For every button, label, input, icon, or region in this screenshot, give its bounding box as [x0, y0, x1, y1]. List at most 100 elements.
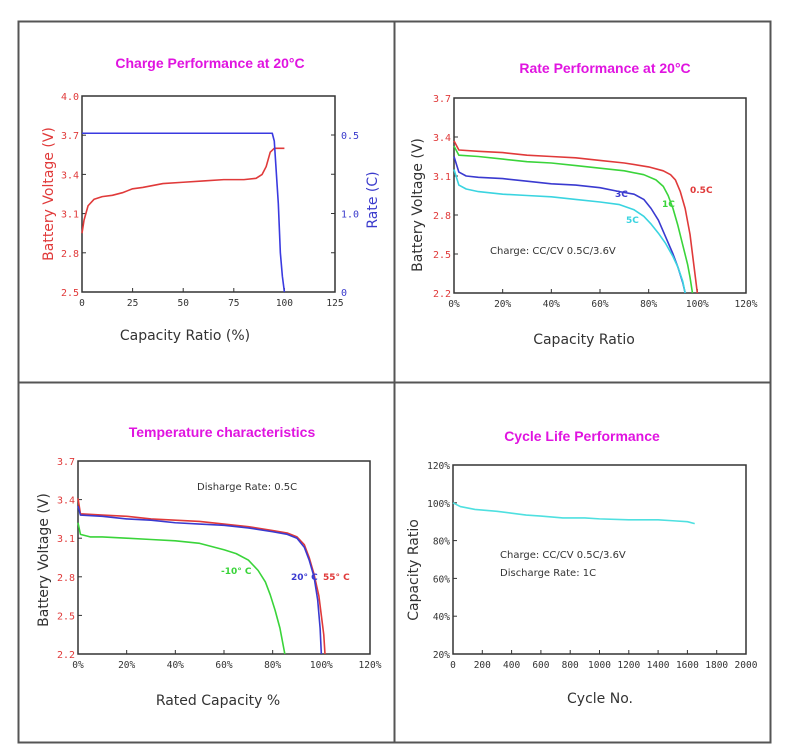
y-tick-label: 3.7: [61, 131, 79, 142]
y-tick-label: 3.4: [57, 496, 75, 507]
annotation: Disharge Rate: 0.5C: [197, 482, 297, 493]
x-axis-label: Cycle No.: [567, 691, 633, 707]
series-line-battery-voltage: [81, 147, 285, 234]
x-tick-label: 1600: [676, 660, 699, 671]
series-line-1c: [453, 145, 694, 294]
x-tick-label: 100: [276, 298, 293, 309]
y2-tick-label: 0: [341, 288, 347, 299]
x-tick-label: 400: [503, 660, 520, 671]
x-tick-label: 20%: [118, 660, 135, 671]
y-tick-label: 2.2: [433, 289, 451, 300]
x-tick-label: 100%: [686, 299, 709, 310]
series-line-5c: [453, 169, 686, 294]
y-tick-label: 80%: [433, 537, 450, 548]
x-tick-label: 60%: [591, 299, 608, 310]
plot-frame: [81, 95, 336, 293]
x-tick-label: 25: [127, 298, 138, 309]
x-tick-label: 120%: [735, 299, 758, 310]
series-line-3c: [453, 156, 686, 294]
y-tick-label: 40%: [433, 612, 450, 623]
series-line--10-c: [77, 522, 286, 655]
x-tick-label: 100%: [310, 660, 333, 671]
x-tick-label: 2000: [735, 660, 758, 671]
y-tick-label: 60%: [433, 574, 450, 585]
y-tick-label: 3.1: [433, 172, 451, 183]
plot-area: 0 200 400 600 800 1000 1200 1400 1600 1800 2000 120…: [427, 461, 758, 671]
series-label: 5C: [626, 216, 639, 226]
y-axis-label: Battery Voltage (V): [41, 127, 57, 261]
y-tick-label: 2.5: [61, 288, 79, 299]
chart-title: Charge Performance at 20°C: [115, 55, 304, 71]
chart-temperature-characteristics: Temperature characteristics 0% 20% 40% 60% 8…: [36, 424, 382, 709]
chart-title: Cycle Life Performance: [504, 428, 660, 444]
y-axis-label: Capacity Ratio: [406, 519, 422, 621]
y-tick-label: 2.5: [433, 250, 451, 261]
series-label: 0.5C: [690, 186, 713, 196]
series-line-55-c: [77, 498, 326, 655]
series-label: 3C: [615, 190, 628, 200]
x-tick-label: 120%: [359, 660, 382, 671]
y-tick-label: 2.2: [57, 650, 75, 661]
x-tick-label: 40%: [543, 299, 560, 310]
chart-charge-performance: Charge Performance at 20°C 0 25 50 75 100 125…: [41, 55, 381, 344]
y-tick-label: 3.7: [57, 457, 75, 468]
x-tick-label: 1400: [647, 660, 670, 671]
y-tick-label: 120%: [427, 461, 450, 472]
y-tick-label: 3.4: [61, 170, 79, 181]
series-label: 1C: [662, 200, 675, 210]
x-tick-label: 1200: [617, 660, 640, 671]
x-tick-label: 75: [228, 298, 239, 309]
x-axis-label: Capacity Ratio (%): [120, 328, 250, 344]
x-tick-label: 200: [474, 660, 491, 671]
chart-rate-performance: Rate Performance at 20°C 0% 20% 40% 60% 80% 1…: [410, 60, 758, 348]
x-axis-label: Capacity Ratio: [533, 332, 635, 348]
x-tick-label: 0: [450, 660, 456, 671]
y-tick-label: 3.4: [433, 133, 451, 144]
y-tick-label: 2.8: [57, 573, 75, 584]
x-axis-label: Rated Capacity %: [156, 693, 280, 709]
plot-area: 0 25 50 75 100 125 4.0 3.7 3.4 3.1 2.8 2.5 0.5 1.0 0: [61, 92, 359, 309]
x-tick-label: 60%: [215, 660, 232, 671]
annotation: Charge: CC/CV 0.5C/3.6V: [490, 246, 616, 257]
series-label: 55° C: [323, 573, 350, 583]
y-axis-label: Battery Voltage (V): [410, 138, 426, 272]
series-line-rate: [82, 132, 286, 293]
series-line-capacity: [452, 502, 695, 525]
x-tick-label: 50: [177, 298, 189, 309]
y-tick-label: 3.1: [61, 210, 79, 221]
x-tick-label: 20%: [494, 299, 511, 310]
x-tick-label: 125: [326, 298, 343, 309]
plot-area: 0% 20% 40% 60% 80% 100% 120% 3.7 3.4 3.1 2.8 2.5 2.2…: [433, 94, 758, 310]
y-tick-label: 3.1: [57, 534, 75, 545]
chart-cycle-life-performance: Cycle Life Performance 0 200 400 600 800 1000…: [406, 428, 758, 707]
x-tick-label: 0%: [448, 299, 460, 310]
y2-axis-label: Rate (C): [365, 171, 381, 228]
series-line-20-c: [77, 505, 323, 655]
y-axis-label: Battery Voltage (V): [36, 493, 52, 627]
series-label: -10° C: [221, 567, 252, 577]
series-line-0-5c: [453, 140, 699, 294]
x-tick-label: 0%: [72, 660, 84, 671]
x-tick-label: 80%: [264, 660, 281, 671]
y2-tick-label: 0.5: [341, 131, 359, 142]
chart-title: Temperature characteristics: [129, 424, 316, 440]
y-tick-label: 4.0: [61, 92, 79, 103]
x-tick-label: 1000: [588, 660, 611, 671]
x-tick-label: 40%: [167, 660, 184, 671]
annotation-line-1: Charge: CC/CV 0.5C/3.6V: [500, 550, 626, 561]
plot-area: 0% 20% 40% 60% 80% 100% 120% 3.7 3.4 3.1 2.8 2.5 2.2…: [57, 457, 382, 671]
x-tick-label: 80%: [640, 299, 657, 310]
x-tick-label: 800: [562, 660, 579, 671]
y-tick-label: 2.8: [61, 249, 79, 260]
y-tick-label: 3.7: [433, 94, 451, 105]
y2-tick-label: 1.0: [341, 210, 359, 221]
y-tick-label: 100%: [427, 499, 450, 510]
y-tick-label: 2.5: [57, 611, 75, 622]
series-label: 20° C: [291, 573, 318, 583]
y-tick-label: 20%: [433, 650, 450, 661]
chart-title: Rate Performance at 20°C: [519, 60, 690, 76]
x-tick-label: 1800: [705, 660, 728, 671]
x-tick-label: 0: [79, 298, 85, 309]
y-tick-label: 2.8: [433, 211, 451, 222]
